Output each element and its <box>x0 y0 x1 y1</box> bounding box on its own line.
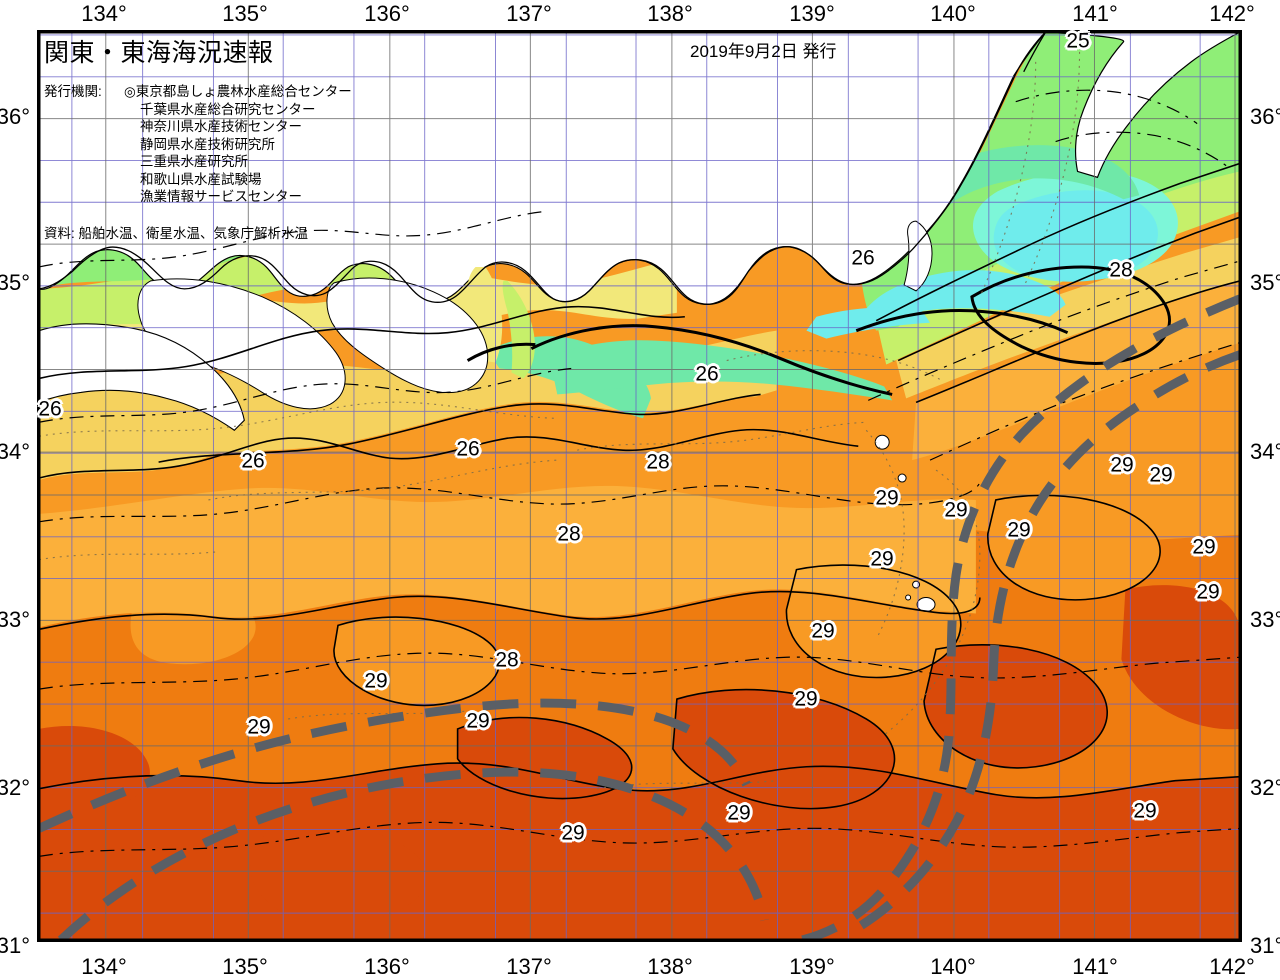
lon-tick-bottom-134: 134° <box>81 954 127 979</box>
lat-tick-right-32: 32° <box>1250 775 1280 800</box>
sst-band-30-lobe-e <box>250 823 428 925</box>
lat-tick-right-31: 31° <box>1250 933 1280 958</box>
land-kii-inlet <box>467 266 503 363</box>
lon-tick-bottom-135: 135° <box>222 954 268 979</box>
lat-tick-left-35: 35° <box>0 270 30 295</box>
island-niijima <box>897 473 907 483</box>
contour-label-26-a: 26 <box>851 246 875 270</box>
sst-band-30-lobe-c <box>924 644 1108 768</box>
lon-tick-bottom-140: 140° <box>930 954 976 979</box>
lat-tick-right-34: 34° <box>1250 439 1280 464</box>
contours-half-degree <box>39 89 1240 857</box>
land-kii-inlet2 <box>502 280 535 379</box>
lat-tick-left-36: 36° <box>0 104 30 129</box>
sst-map-canvas[interactable] <box>37 30 1242 942</box>
sst-band-25 <box>993 190 1158 282</box>
contour-label-29-a: 29 <box>875 486 899 510</box>
contour-label-29-k: 29 <box>364 669 388 693</box>
contour-label-29-e: 29 <box>1110 453 1134 477</box>
coastline <box>39 32 1047 305</box>
contour-label-25-a: 25 <box>1066 29 1090 53</box>
contour-label-28-c: 28 <box>557 522 581 546</box>
contour-label-28-a: 28 <box>1109 258 1133 282</box>
lon-tick-bottom-138: 138° <box>647 954 693 979</box>
land-honshu <box>39 32 1047 305</box>
land-seto-b <box>326 277 489 394</box>
contour-label-29-h: 29 <box>1196 580 1220 604</box>
island-oshima <box>874 434 890 450</box>
sst-band-30-lobe-a <box>457 717 632 799</box>
sst-band-29-pocket-c <box>987 495 1161 600</box>
contour-label-28-d: 28 <box>495 648 519 672</box>
contour-label-26-c: 26 <box>456 437 480 461</box>
warm-axis-sw-outer <box>39 698 751 833</box>
contour-label-29-n: 29 <box>727 801 751 825</box>
lat-tick-right-36: 36° <box>1250 104 1280 129</box>
contour-label-26-e: 26 <box>38 397 62 421</box>
sst-band-29-pocket-a <box>333 617 500 706</box>
contour-label-29-d: 29 <box>870 547 894 571</box>
lon-tick-top-139: 139° <box>789 1 835 26</box>
lat-tick-left-34: 34° <box>0 439 30 464</box>
lon-tick-bottom-141: 141° <box>1072 954 1118 979</box>
sst-band-26-ise <box>549 340 893 401</box>
lat-tick-left-31: 31° <box>0 933 30 958</box>
contour-label-29-j: 29 <box>794 687 818 711</box>
warm-axis-sw-inner <box>57 767 769 940</box>
map-frame <box>39 32 1240 940</box>
sst-band-28-5-kanto <box>912 280 1240 461</box>
lat-tick-right-35: 35° <box>1250 270 1280 295</box>
publication-date: 2019年9月2日 発行 <box>690 42 837 61</box>
sst-band-28-kanto <box>896 237 1240 399</box>
contour-label-29-b: 29 <box>944 498 968 522</box>
island-hachijojima <box>916 597 936 612</box>
lon-tick-top-138: 138° <box>647 1 693 26</box>
contour-label-29-c: 29 <box>1007 518 1031 542</box>
contour-label-29-l: 29 <box>466 709 490 733</box>
lon-tick-top-137: 137° <box>506 1 552 26</box>
lat-tick-left-32: 32° <box>0 775 30 800</box>
contour-label-26-d: 26 <box>241 449 265 473</box>
sst-band-25-tail2 <box>806 307 931 339</box>
lon-tick-bottom-139: 139° <box>789 954 835 979</box>
lon-tick-top-141: 141° <box>1072 1 1118 26</box>
lat-tick-right-33: 33° <box>1250 607 1280 632</box>
contour-label-29-o: 29 <box>561 821 585 845</box>
island-mikurajima <box>905 594 912 601</box>
lon-tick-top-142: 142° <box>1209 1 1255 26</box>
contour-label-29-p: 29 <box>1133 799 1157 823</box>
sst-map-svg <box>39 32 1240 940</box>
warm-axis-inner <box>857 350 1240 930</box>
lon-tick-top-135: 135° <box>222 1 268 26</box>
land-shikoku <box>39 323 245 431</box>
warm-current-axis <box>39 294 1240 940</box>
warm-axis-main <box>801 294 1240 940</box>
lon-tick-top-140: 140° <box>930 1 976 26</box>
lat-tick-left-33: 33° <box>0 607 30 632</box>
contour-label-29-g: 29 <box>1192 535 1216 559</box>
contour-label-26-b: 26 <box>695 362 719 386</box>
graticule-major <box>39 32 1240 940</box>
contour-label-29-i: 29 <box>811 619 835 643</box>
sst-band-28-5 <box>39 485 976 628</box>
contour-label-29-m: 29 <box>247 715 271 739</box>
lon-tick-bottom-142: 142° <box>1209 954 1255 979</box>
contour-label-29-f: 29 <box>1149 463 1173 487</box>
lon-tick-top-134: 134° <box>81 1 127 26</box>
lon-tick-bottom-137: 137° <box>506 954 552 979</box>
lon-tick-top-136: 136° <box>364 1 410 26</box>
sst-band-30-lobe-d <box>1121 585 1240 730</box>
lon-tick-bottom-136: 136° <box>364 954 410 979</box>
contours-integer <box>39 162 1240 810</box>
contour-label-28-b: 28 <box>646 450 670 474</box>
